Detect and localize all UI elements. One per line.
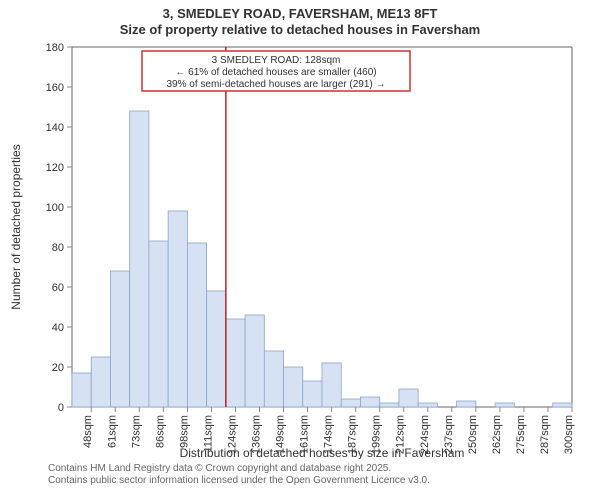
bar — [168, 211, 187, 407]
bar — [91, 357, 110, 407]
y-tick-label: 0 — [58, 402, 64, 414]
page-subtitle: Size of property relative to detached ho… — [0, 22, 600, 38]
bar — [284, 367, 303, 407]
y-tick-label: 60 — [52, 282, 64, 294]
footer-line-2: Contains public sector information licen… — [48, 475, 590, 488]
bar — [110, 271, 129, 407]
legend-line-3: 39% of semi-detached houses are larger (… — [166, 79, 385, 90]
bar — [553, 403, 572, 407]
bar — [418, 403, 437, 407]
x-tick-label: 73sqm — [130, 415, 142, 448]
footer-line-1: Contains HM Land Registry data © Crown c… — [48, 463, 590, 476]
y-tick-label: 20 — [52, 362, 64, 374]
y-axis-title: Number of detached properties — [9, 144, 23, 309]
bar — [207, 291, 226, 407]
bar — [495, 403, 514, 407]
y-tick-label: 120 — [46, 162, 64, 174]
x-tick-label: 61sqm — [106, 415, 118, 448]
x-tick-label: 262sqm — [491, 415, 503, 454]
legend-box: 3 SMEDLEY ROAD: 128sqm← 61% of detached … — [142, 51, 410, 91]
bar — [72, 373, 91, 407]
x-tick-label: 86sqm — [154, 415, 166, 448]
title-block: 3, SMEDLEY ROAD, FAVERSHAM, ME13 8FT Siz… — [0, 0, 600, 39]
bar — [130, 111, 149, 407]
x-tick-label: 250sqm — [467, 415, 479, 454]
legend-line-1: 3 SMEDLEY ROAD: 128sqm — [212, 55, 341, 66]
bar — [245, 315, 264, 407]
x-tick-label: 48sqm — [82, 415, 94, 448]
bar — [303, 381, 322, 407]
x-axis-title: Distribution of detached houses by size … — [180, 446, 465, 459]
bar — [360, 397, 379, 407]
chart-area: 0 20 40 60 80 100 120 140 160 180 48sqm 61sqm 73sqm 8… — [0, 39, 600, 459]
x-tick-label: 300sqm — [563, 415, 575, 454]
bar — [226, 319, 245, 407]
page-title: 3, SMEDLEY ROAD, FAVERSHAM, ME13 8FT — [0, 6, 600, 22]
y-tick-label: 100 — [46, 202, 64, 214]
bar — [187, 243, 206, 407]
bar — [399, 389, 418, 407]
bar — [457, 401, 476, 407]
bar — [264, 351, 283, 407]
legend-line-2: ← 61% of detached houses are smaller (46… — [175, 67, 376, 78]
bars — [72, 111, 572, 407]
y-tick-label: 180 — [46, 42, 64, 54]
footer: Contains HM Land Registry data © Crown c… — [0, 459, 600, 488]
histogram-svg: 0 20 40 60 80 100 120 140 160 180 48sqm 61sqm 73sqm 8… — [0, 39, 600, 459]
y-tick-label: 80 — [52, 242, 64, 254]
bar — [341, 399, 360, 407]
y-tick-label: 140 — [46, 122, 64, 134]
y-tick-label: 160 — [46, 82, 64, 94]
y-tick-label: 40 — [52, 322, 64, 334]
bar — [149, 241, 168, 407]
bar — [380, 403, 399, 407]
x-tick-label: 275sqm — [515, 415, 527, 454]
bar — [322, 363, 341, 407]
x-tick-label: 98sqm — [178, 415, 190, 448]
x-tick-label: 287sqm — [539, 415, 551, 454]
